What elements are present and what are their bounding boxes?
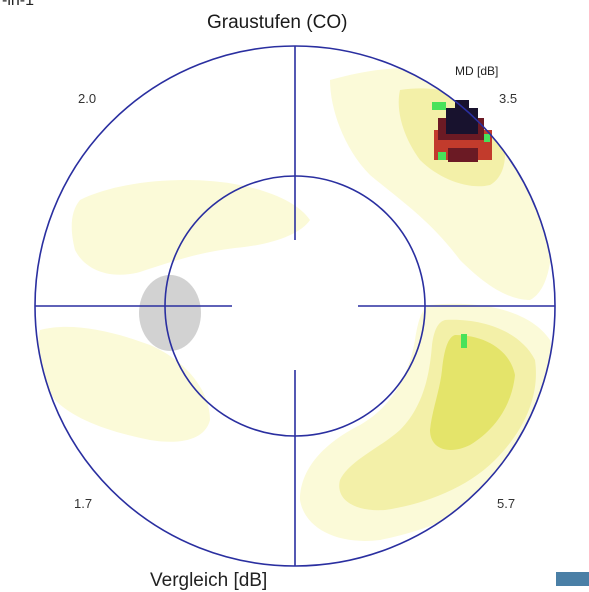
defect-cell — [484, 134, 490, 142]
density-region-lower-left — [38, 326, 210, 442]
defect-cell — [448, 148, 478, 162]
defect-cell — [438, 152, 446, 160]
clipped-header-text: -in-1 — [2, 0, 35, 9]
density-region-lower-right-dense — [430, 335, 515, 450]
quadrant-value-bottom-left: 1.7 — [74, 496, 93, 511]
quadrant-value-top-left: 2.0 — [78, 91, 97, 106]
chart-title: Graustufen (CO) — [207, 12, 348, 33]
defect-cell — [432, 102, 446, 110]
greyscale-density-map — [38, 67, 554, 541]
isolated-defect-point — [461, 334, 467, 348]
plot-axes — [34, 45, 556, 567]
legend-label: MD [dB] — [455, 64, 499, 78]
corner-button-fragment[interactable] — [556, 572, 589, 586]
quadrant-value-bottom-right: 5.7 — [497, 496, 516, 511]
quadrant-value-top-right: 3.5 — [499, 91, 518, 106]
deep-defect-cluster — [432, 100, 492, 162]
clipped-footer-title: Vergleich [dB] — [150, 570, 268, 591]
defect-cell — [446, 108, 478, 134]
blind-spot — [139, 275, 201, 351]
